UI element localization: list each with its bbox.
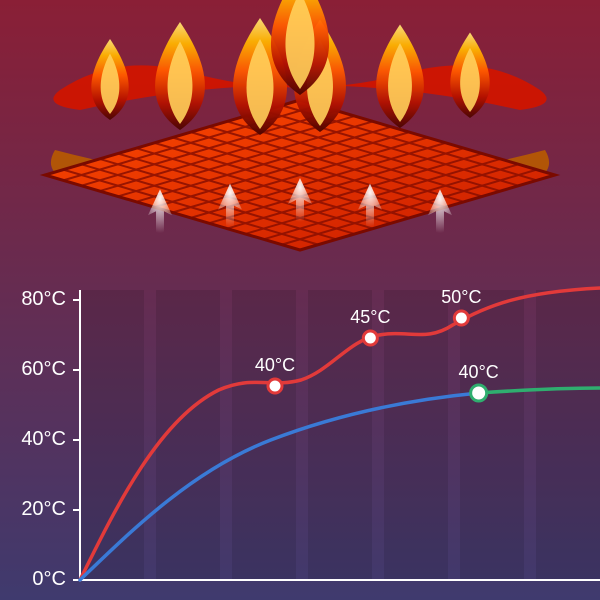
- data-point-label: 50°C: [441, 287, 481, 308]
- y-axis-ticks: [73, 300, 80, 580]
- data-point-label: 40°C: [459, 362, 499, 383]
- data-point: [471, 385, 487, 401]
- y-tick-label: 60°C: [6, 358, 66, 381]
- data-point: [268, 379, 282, 393]
- canvas: 0°C 20°C 40°C 60°C 80°C 40°C 45°C 50°C 40°C: [0, 0, 600, 600]
- heating-pad-illustration: [0, 0, 600, 280]
- y-tick-label: 20°C: [6, 498, 66, 521]
- data-point-label: 45°C: [350, 307, 390, 328]
- y-tick-label: 40°C: [6, 428, 66, 451]
- heating-grid: [45, 100, 555, 250]
- temperature-chart: 0°C 20°C 40°C 60°C 80°C 40°C 45°C 50°C 40°C: [0, 280, 600, 600]
- data-point-label: 40°C: [255, 355, 295, 376]
- data-point: [454, 311, 468, 325]
- y-tick-label: 80°C: [6, 288, 66, 311]
- y-tick-label: 0°C: [6, 568, 66, 591]
- chart-background-bars: [80, 290, 600, 580]
- data-point: [363, 331, 377, 345]
